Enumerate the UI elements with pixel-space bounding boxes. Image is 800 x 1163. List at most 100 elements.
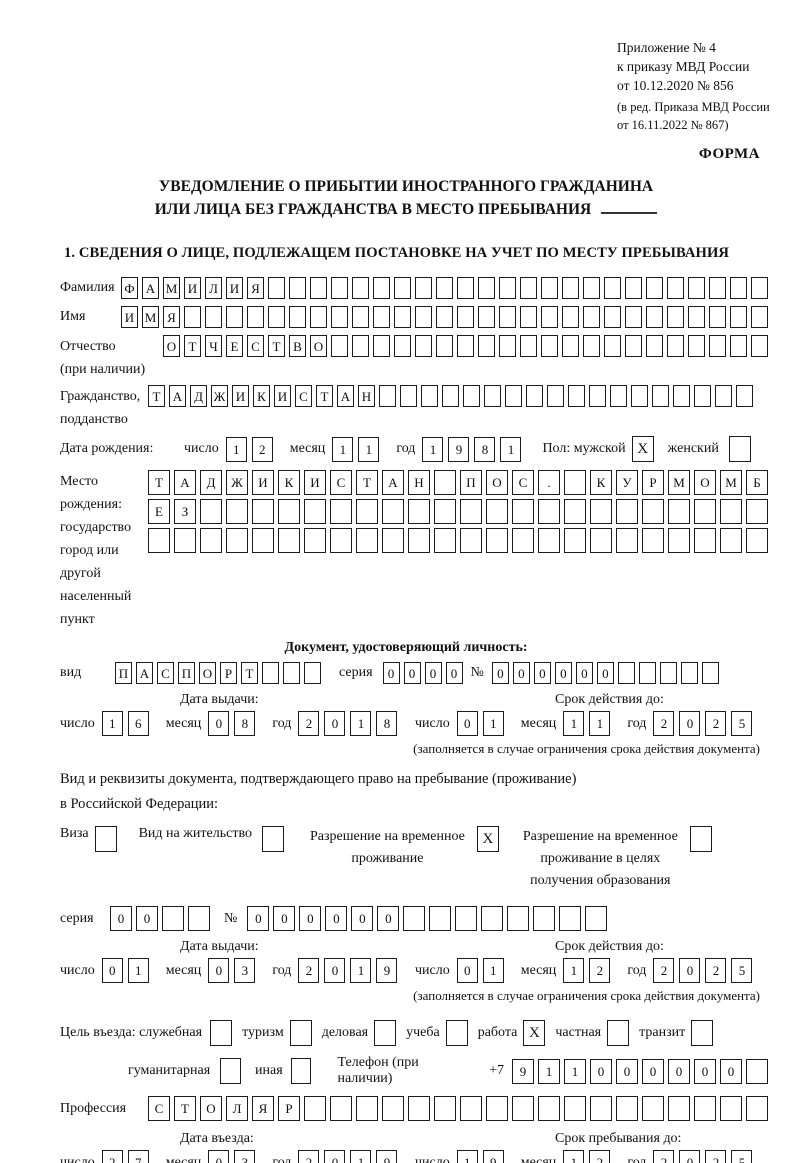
residence-permit-checkbox [261,826,284,852]
char-cell [730,277,747,299]
char-cell [499,335,516,357]
char-cell: М [163,277,180,299]
char-cell [252,528,274,553]
digit-cell: 1 [563,1150,585,1163]
char-cell: И [121,306,138,328]
visa-checkbox [94,826,117,852]
char-cell: К [278,470,300,495]
char-cell [226,306,243,328]
char-cell: Д [200,470,222,495]
year-label: год [272,962,292,978]
char-cell [512,499,534,524]
char-cell [373,277,390,299]
digit-cell: 1 [350,958,372,983]
residence-expiry-date: число 0 1 месяц 1 2 год 2 0 2 5 [415,958,757,983]
month-label: месяц [289,441,326,456]
digit-cell: 0 [324,1150,346,1163]
surname-label: Фамилия [60,280,115,295]
char-cell: В [289,335,306,357]
char-cell: 0 [590,1058,612,1084]
day-label: число [415,715,450,731]
purpose-business-checkbox [374,1020,397,1046]
char-cell [330,499,352,524]
year-label: год [627,962,647,978]
phone-prefix: +7 [489,1063,504,1078]
char-cell [604,277,621,299]
digit-cell: 1 [456,1150,478,1163]
visa-label: Виза [60,826,89,841]
digit-cell: 2 [298,1150,320,1163]
char-cell [331,306,348,328]
char-cell [709,306,726,328]
doc-number-label: № [470,665,484,680]
digit-cell: 0 [679,958,701,983]
purpose-humanitarian-label: гуманитарная [128,1063,211,1078]
patronymic-label: Отчество [60,339,116,354]
purpose-row: Цель въезда: служебная туризм деловая уч… [60,1020,772,1046]
char-cell [746,528,768,553]
char-cell [283,662,300,684]
char-cell [538,499,560,524]
char-cell [478,277,495,299]
section1-heading: 1. СВЕДЕНИЯ О ЛИЦЕ, ПОДЛЕЖАЩЕМ ПОСТАНОВК… [64,245,730,261]
char-cell [512,528,534,553]
char-cell [746,499,768,524]
char-cell [668,1096,690,1121]
digit-cell: 1 [350,711,372,736]
digit-cell: 0 [208,711,230,736]
digit-cell: 0 [679,1150,701,1163]
char-cell: Л [205,277,222,299]
char-cell: З [174,499,196,524]
month-label: месяц [520,715,557,731]
char-cell: М [720,470,742,495]
residence-expiry-heading: Срок действия до: [555,939,664,954]
char-cell [379,385,396,407]
digit-cell: 6 [127,711,149,736]
char-cell: Л [226,1096,248,1121]
char-cell [680,662,698,684]
purpose-humanitarian-checkbox [220,1058,241,1084]
char-cell: П [460,470,482,495]
char-cell: 1 [538,1058,560,1084]
char-cell: У [616,470,638,495]
char-cell [673,385,690,407]
year-label: год [396,441,416,456]
char-cell: С [148,1096,170,1121]
char-cell: Ч [205,335,222,357]
char-cell [617,662,635,684]
digit-cell: 0 [324,711,346,736]
birthplace-label: Место рождения: [60,474,122,512]
char-cell [642,1096,664,1121]
char-cell: Т [268,335,285,357]
month-label: месяц [520,962,557,978]
birthplace-label: государство [60,520,132,535]
char-cell [436,335,453,357]
char-cell: Б [746,470,768,495]
char-cell: 1 [564,1058,586,1084]
residence-expiry-note: (заполняется в случае ограничения срока … [413,988,760,1003]
char-cell [200,528,222,553]
char-cell [174,528,196,553]
char-cell [278,499,300,524]
purpose-tourism-checkbox [289,1020,312,1046]
char-cell [331,277,348,299]
char-cell [512,1096,534,1121]
gender-male-checkbox: X [631,436,654,462]
char-cell [688,306,705,328]
char-cell [730,306,747,328]
char-cell [429,906,452,931]
char-cell [268,277,285,299]
char-cell: О [310,335,327,357]
digit-cell: 0 [456,711,478,736]
char-cell [184,306,201,328]
digit-cell: 1 [358,436,380,462]
char-cell [625,306,642,328]
